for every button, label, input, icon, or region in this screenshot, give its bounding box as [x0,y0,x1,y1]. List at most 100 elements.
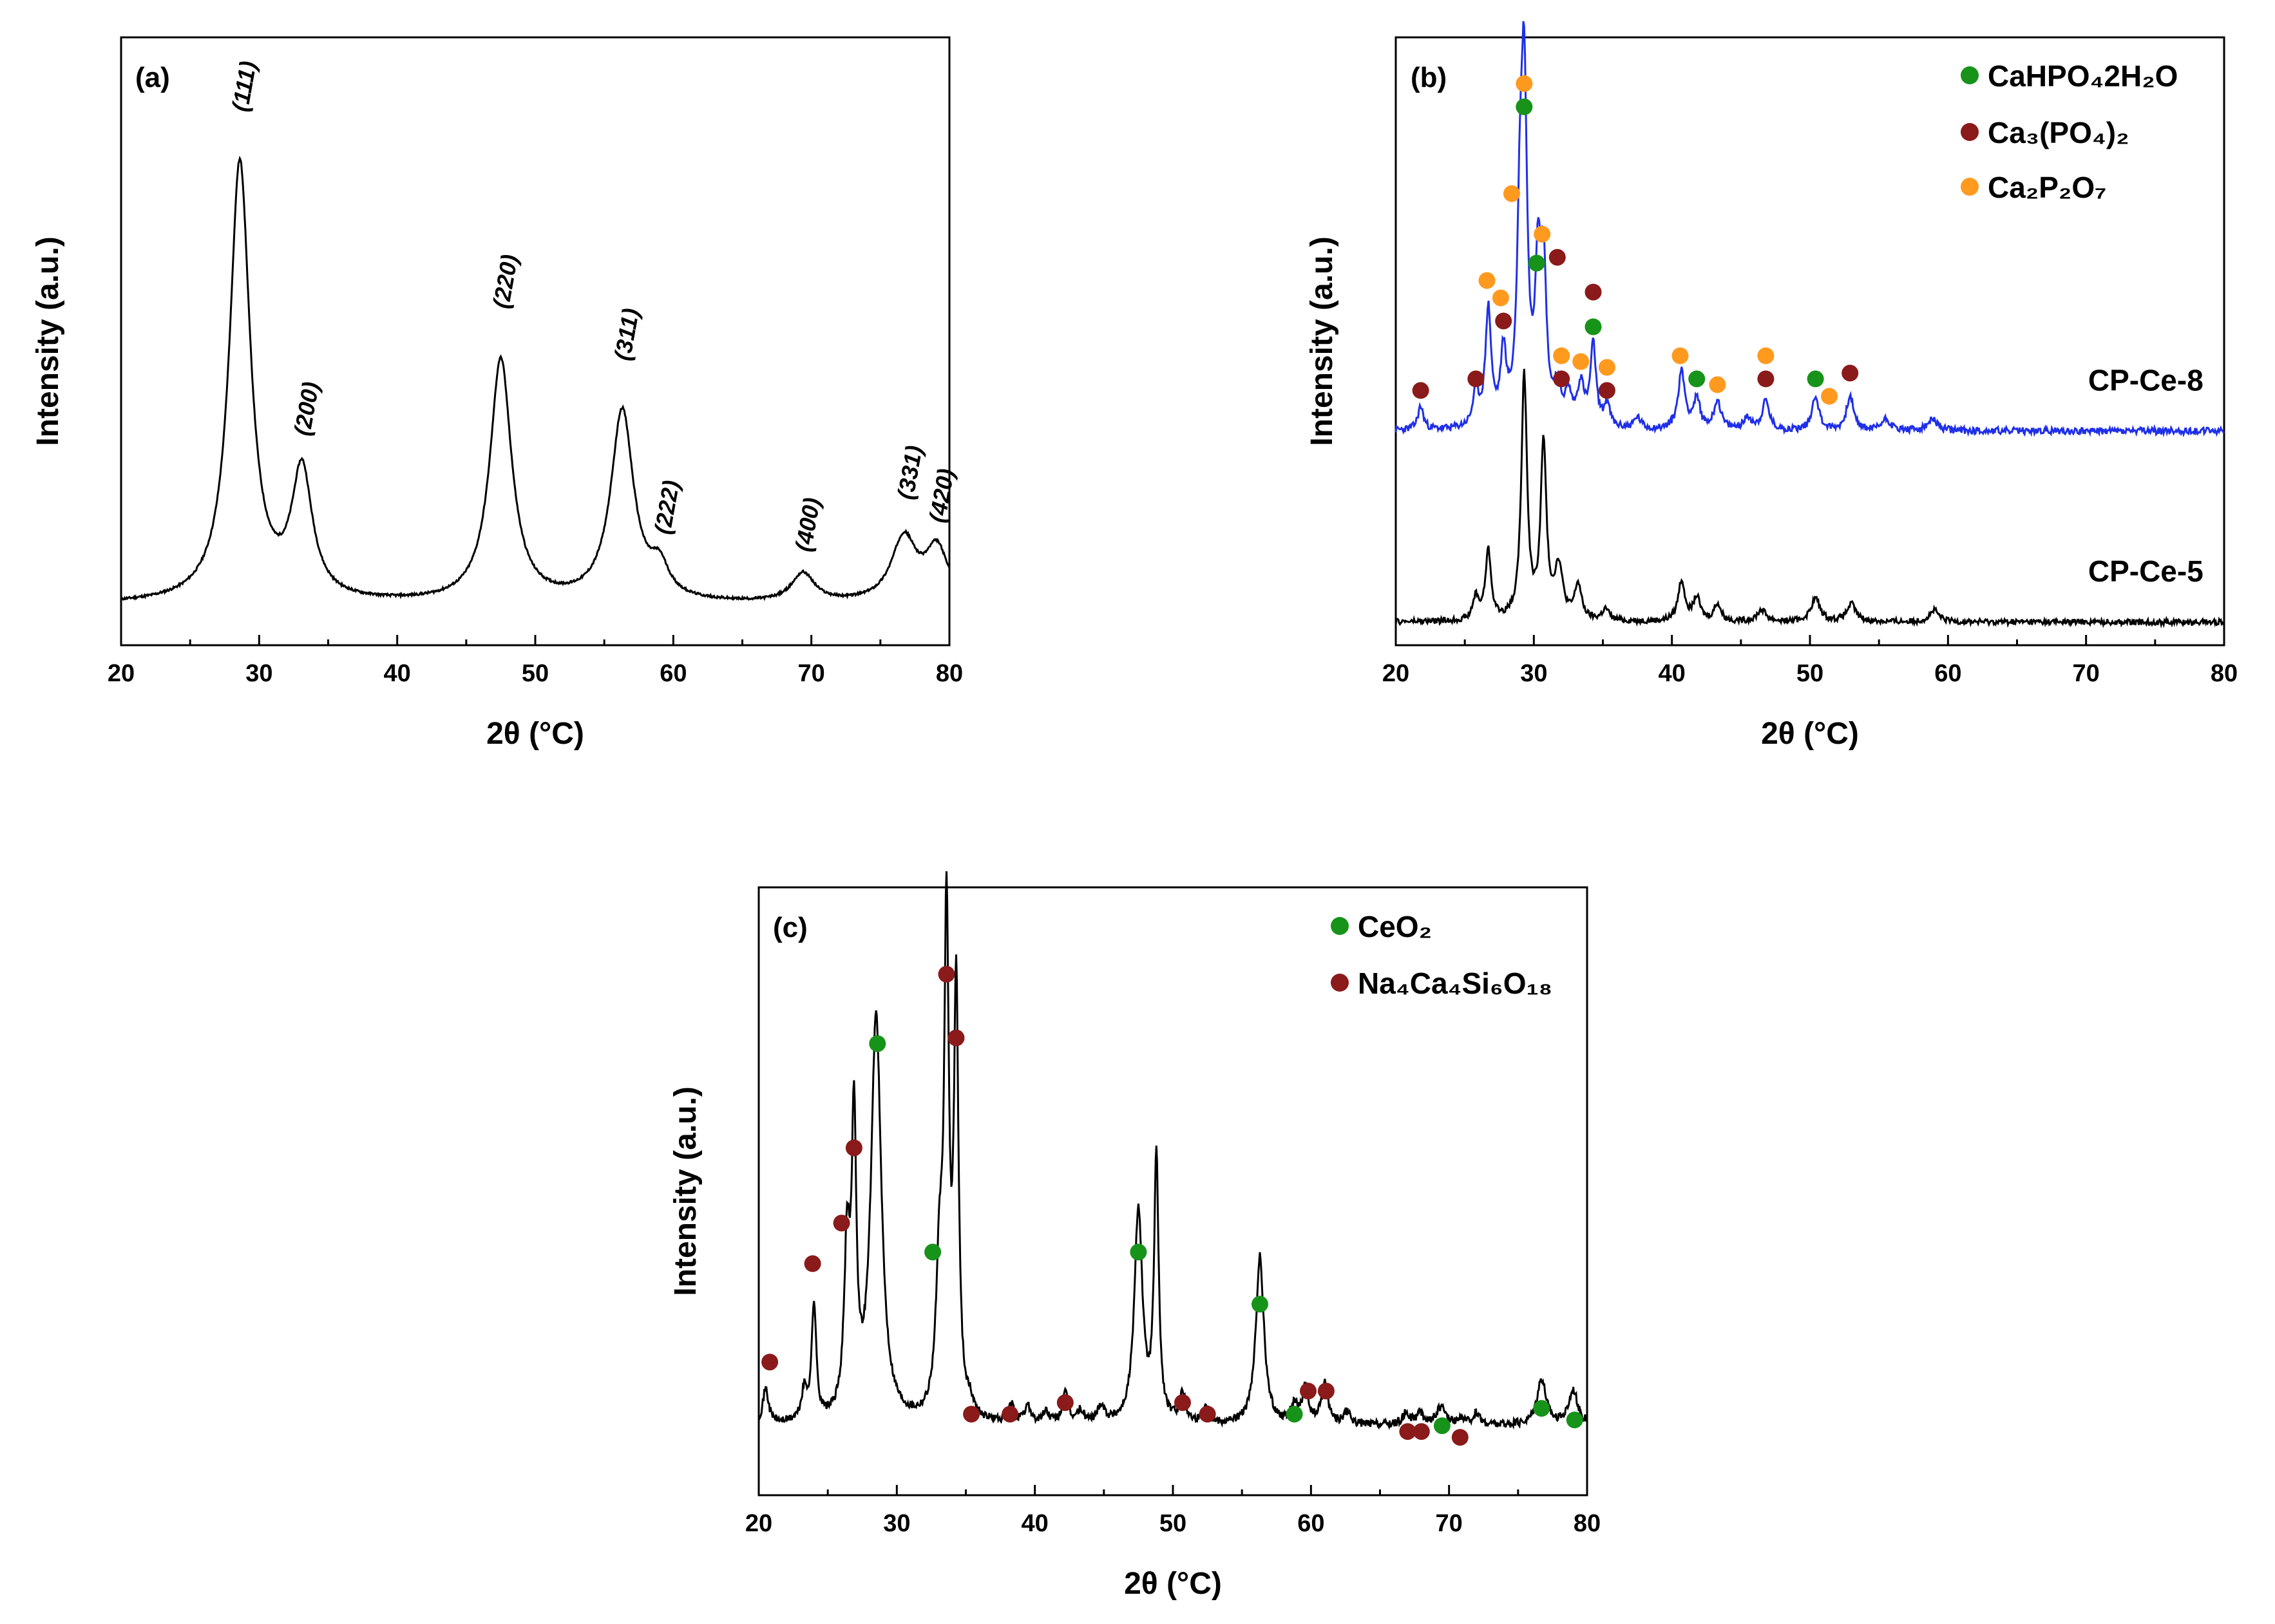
legend-marker-cahpo4 [1961,66,1979,84]
panel-a-xlabel: 2θ (°C) [486,717,584,751]
phase-marker-ca2p2o7 [1503,185,1520,202]
panel-a-label: (a) [135,62,170,93]
series-label: CP-Ce-5 [2088,554,2204,588]
panel-b-ylabel: Intensity (a.u.) [1305,236,1339,446]
phase-marker-cahpo42h2o [1807,370,1824,388]
panel-c-legend: CeO₂ Na₄Ca₄Si₆O₁₈ [1331,910,1552,1000]
legend-marker-na4ca4si6o18 [1331,974,1349,992]
panel-b-legend: CaHPO₄2H₂O Ca₃(PO₄)₂ Ca₂P₂O₇ [1961,59,2178,204]
x-tick-label: 70 [2073,660,2100,687]
panel-a-ylabel: Intensity (a.u.) [31,236,65,446]
miller-index-label: (400) [790,496,825,554]
x-tick-label: 40 [1022,1510,1049,1537]
phase-marker-na4ca4si6o18 [845,1139,862,1157]
phase-marker-ca3po42 [1467,370,1485,388]
phase-marker-ceo2 [1433,1417,1451,1435]
phase-marker-ca2p2o7 [1534,225,1551,243]
phase-marker-na4ca4si6o18 [1199,1406,1216,1423]
miller-index-label: (200) [289,380,324,438]
phase-marker-ca2p2o7 [1757,347,1775,364]
x-tick-label: 20 [108,660,135,687]
phase-marker-ca2p2o7 [1516,75,1533,92]
miller-index-label: (420) [924,467,959,525]
x-tick-label: 60 [1297,1510,1324,1537]
phase-marker-na4ca4si6o18 [761,1354,779,1371]
panel-b-xlabel: 2θ (°C) [1761,717,1859,751]
phase-marker-ca3po42 [1757,370,1775,388]
phase-marker-na4ca4si6o18 [1056,1394,1074,1412]
panel-c-ylabel: Intensity (a.u.) [669,1086,703,1296]
phase-marker-ceo2 [924,1243,942,1261]
phase-marker-na4ca4si6o18 [1317,1383,1335,1400]
x-tick-label: 50 [522,660,549,687]
phase-marker-ca2p2o7 [1821,388,1838,405]
x-tick-label: 80 [1574,1510,1601,1537]
panel-c-label: (c) [773,912,808,943]
phase-marker-ca2p2o7 [1709,376,1726,393]
legend-label-ca3po42: Ca₃(PO₄)₂ [1988,116,2129,149]
phase-marker-ca2p2o7 [1572,353,1590,370]
phase-marker-ca3po42 [1598,382,1615,399]
phase-marker-ceo2 [1533,1400,1550,1417]
phase-marker-na4ca4si6o18 [1002,1406,1019,1423]
miller-index-label: (220) [488,252,523,310]
series-label: CP-Ce-8 [2088,363,2204,397]
phase-marker-na4ca4si6o18 [963,1406,980,1423]
x-tick-label: 30 [1520,660,1547,687]
phase-marker-na4ca4si6o18 [1451,1429,1469,1446]
x-tick-label: 60 [1934,660,1961,687]
phase-marker-cahpo42h2o [1688,370,1706,388]
legend-label-na4ca4si6o18: Na₄Ca₄Si₆O₁₈ [1358,967,1552,1000]
phase-marker-ca2p2o7 [1478,272,1496,289]
phase-marker-ceo2 [1252,1296,1268,1313]
x-tick-label: 40 [384,660,411,687]
x-tick-label: 30 [245,660,272,687]
phase-marker-ca2p2o7 [1598,359,1615,376]
phase-marker-ca3po42 [1553,370,1570,388]
phase-marker-ceo2 [1130,1243,1147,1261]
legend-label-ceo2: CeO₂ [1358,910,1432,943]
phase-marker-cahpo42h2o [1585,318,1602,335]
x-tick-label: 30 [883,1510,910,1537]
x-tick-label: 60 [660,660,687,687]
phase-marker-ca3po42 [1548,249,1566,266]
panel-a: (a) (111) (200) (220) (311) (222) (400) (331)(… [31,36,963,751]
legend-label-ca2p2o7: Ca₂P₂O₇ [1988,171,2107,204]
miller-index-label: (222) [649,478,685,536]
phase-marker-ca3po42 [1495,312,1512,330]
phase-marker-ceo2 [1286,1406,1303,1423]
x-tick-label: 50 [1159,1510,1186,1537]
phase-marker-ceo2 [869,1035,886,1052]
x-tick-label: 80 [2211,660,2238,687]
phase-marker-ca2p2o7 [1492,289,1509,307]
phase-marker-na4ca4si6o18 [947,1029,965,1046]
x-tick-label: 40 [1659,660,1686,687]
legend-marker-ca2p2o7 [1961,178,1979,196]
phase-marker-ca3po42 [1412,382,1429,399]
panel-b-series-cp-ce-5 [1395,368,2225,629]
phase-marker-ca2p2o7 [1671,347,1689,364]
x-tick-label: 20 [1382,660,1409,687]
phase-marker-ca3po42 [1842,364,1859,382]
phase-marker-cahpo42h2o [1516,98,1533,115]
miller-index-label: (111) [227,59,262,114]
legend-label-cahpo4: CaHPO₄2H₂O [1988,59,2178,93]
phase-marker-na4ca4si6o18 [1300,1383,1317,1400]
phase-marker-ceo2 [1566,1412,1583,1429]
panel-c: (c) 20 30 40 50 60 70 80 CeO₂ Na₄Ca₄Si₆O₁₈ 2θ … [669,871,1601,1601]
phase-marker-na4ca4si6o18 [938,965,955,983]
panel-b-label: (b) [1411,62,1447,93]
x-tick-label: 20 [745,1510,772,1537]
x-tick-label: 50 [1796,660,1823,687]
x-tick-label: 80 [936,660,963,687]
miller-index-label: (331) [892,444,928,502]
panel-c-series-line [757,871,1588,1431]
phase-marker-na4ca4si6o18 [1399,1423,1416,1440]
phase-marker-na4ca4si6o18 [833,1214,850,1232]
x-tick-label: 70 [1436,1510,1463,1537]
x-tick-label: 70 [798,660,825,687]
phase-marker-ca2p2o7 [1553,347,1570,364]
panel-b: (b) CP-Ce-8 CP-Ce-5 20 30 40 50 60 70 80 CaHPO₄… [1305,21,2238,751]
panel-a-series-line [120,155,951,601]
